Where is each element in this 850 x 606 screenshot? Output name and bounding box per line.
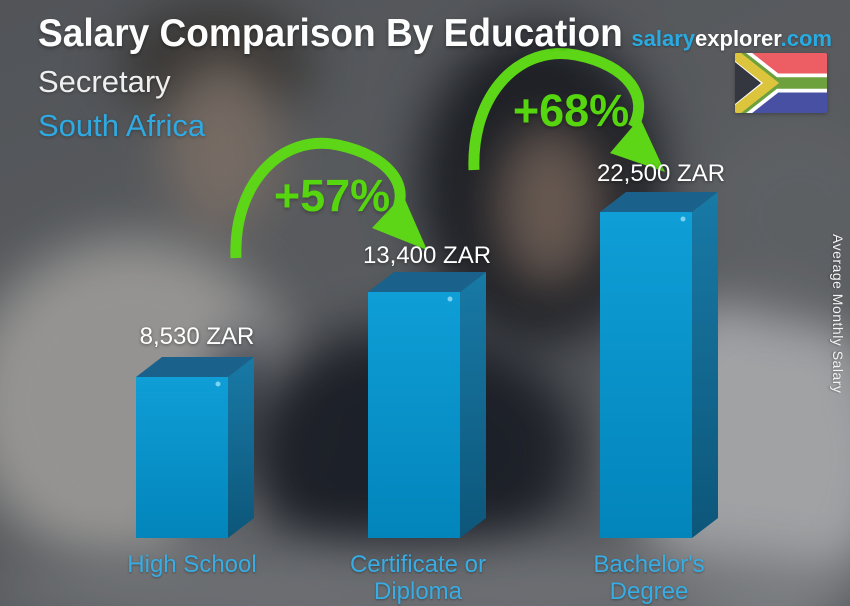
- job-title: Secretary: [38, 64, 171, 99]
- category-line: Degree: [609, 578, 689, 605]
- category-label-high-school: High School: [82, 551, 302, 578]
- y-axis-label: Average Monthly Salary: [830, 234, 846, 394]
- logo-tld: .com: [780, 26, 832, 51]
- background-blob: [0, 543, 850, 606]
- bar-certificate-diploma: [368, 272, 486, 538]
- value-label-certificate-diploma: 13,400 ZAR: [362, 242, 492, 269]
- category-line: Diploma: [373, 578, 463, 605]
- background-blob: [695, 115, 850, 320]
- background-blob: [163, 58, 281, 233]
- category-label-certificate-diploma: Certificate or Diploma: [308, 551, 528, 605]
- logo-explorer: explorer: [695, 26, 781, 51]
- increase-percent-1: +57%: [273, 170, 391, 221]
- increase-percent-2: +68%: [512, 85, 630, 136]
- category-line: High School: [127, 551, 257, 578]
- logo-salary: salary: [631, 26, 696, 51]
- site-logo[interactable]: salaryexplorer.com: [631, 26, 832, 52]
- country-name: South Africa: [38, 108, 206, 143]
- increase-arrow-2: [468, 48, 665, 172]
- category-line: Bachelor's: [593, 551, 705, 578]
- background-blob: [494, 122, 606, 290]
- south-africa-flag-icon: [735, 53, 827, 113]
- category-line: Certificate or: [349, 551, 487, 578]
- bar-high-school: [136, 357, 254, 538]
- value-label-bachelors-degree: 22,500 ZAR: [596, 160, 726, 187]
- bar-bachelors-degree: [600, 192, 718, 538]
- increase-arrow-1: [230, 137, 427, 259]
- page-title: Salary Comparison By Education: [38, 12, 623, 55]
- value-label-high-school: 8,530 ZAR: [139, 323, 255, 350]
- category-label-bachelors-degree: Bachelor's Degree: [539, 551, 759, 605]
